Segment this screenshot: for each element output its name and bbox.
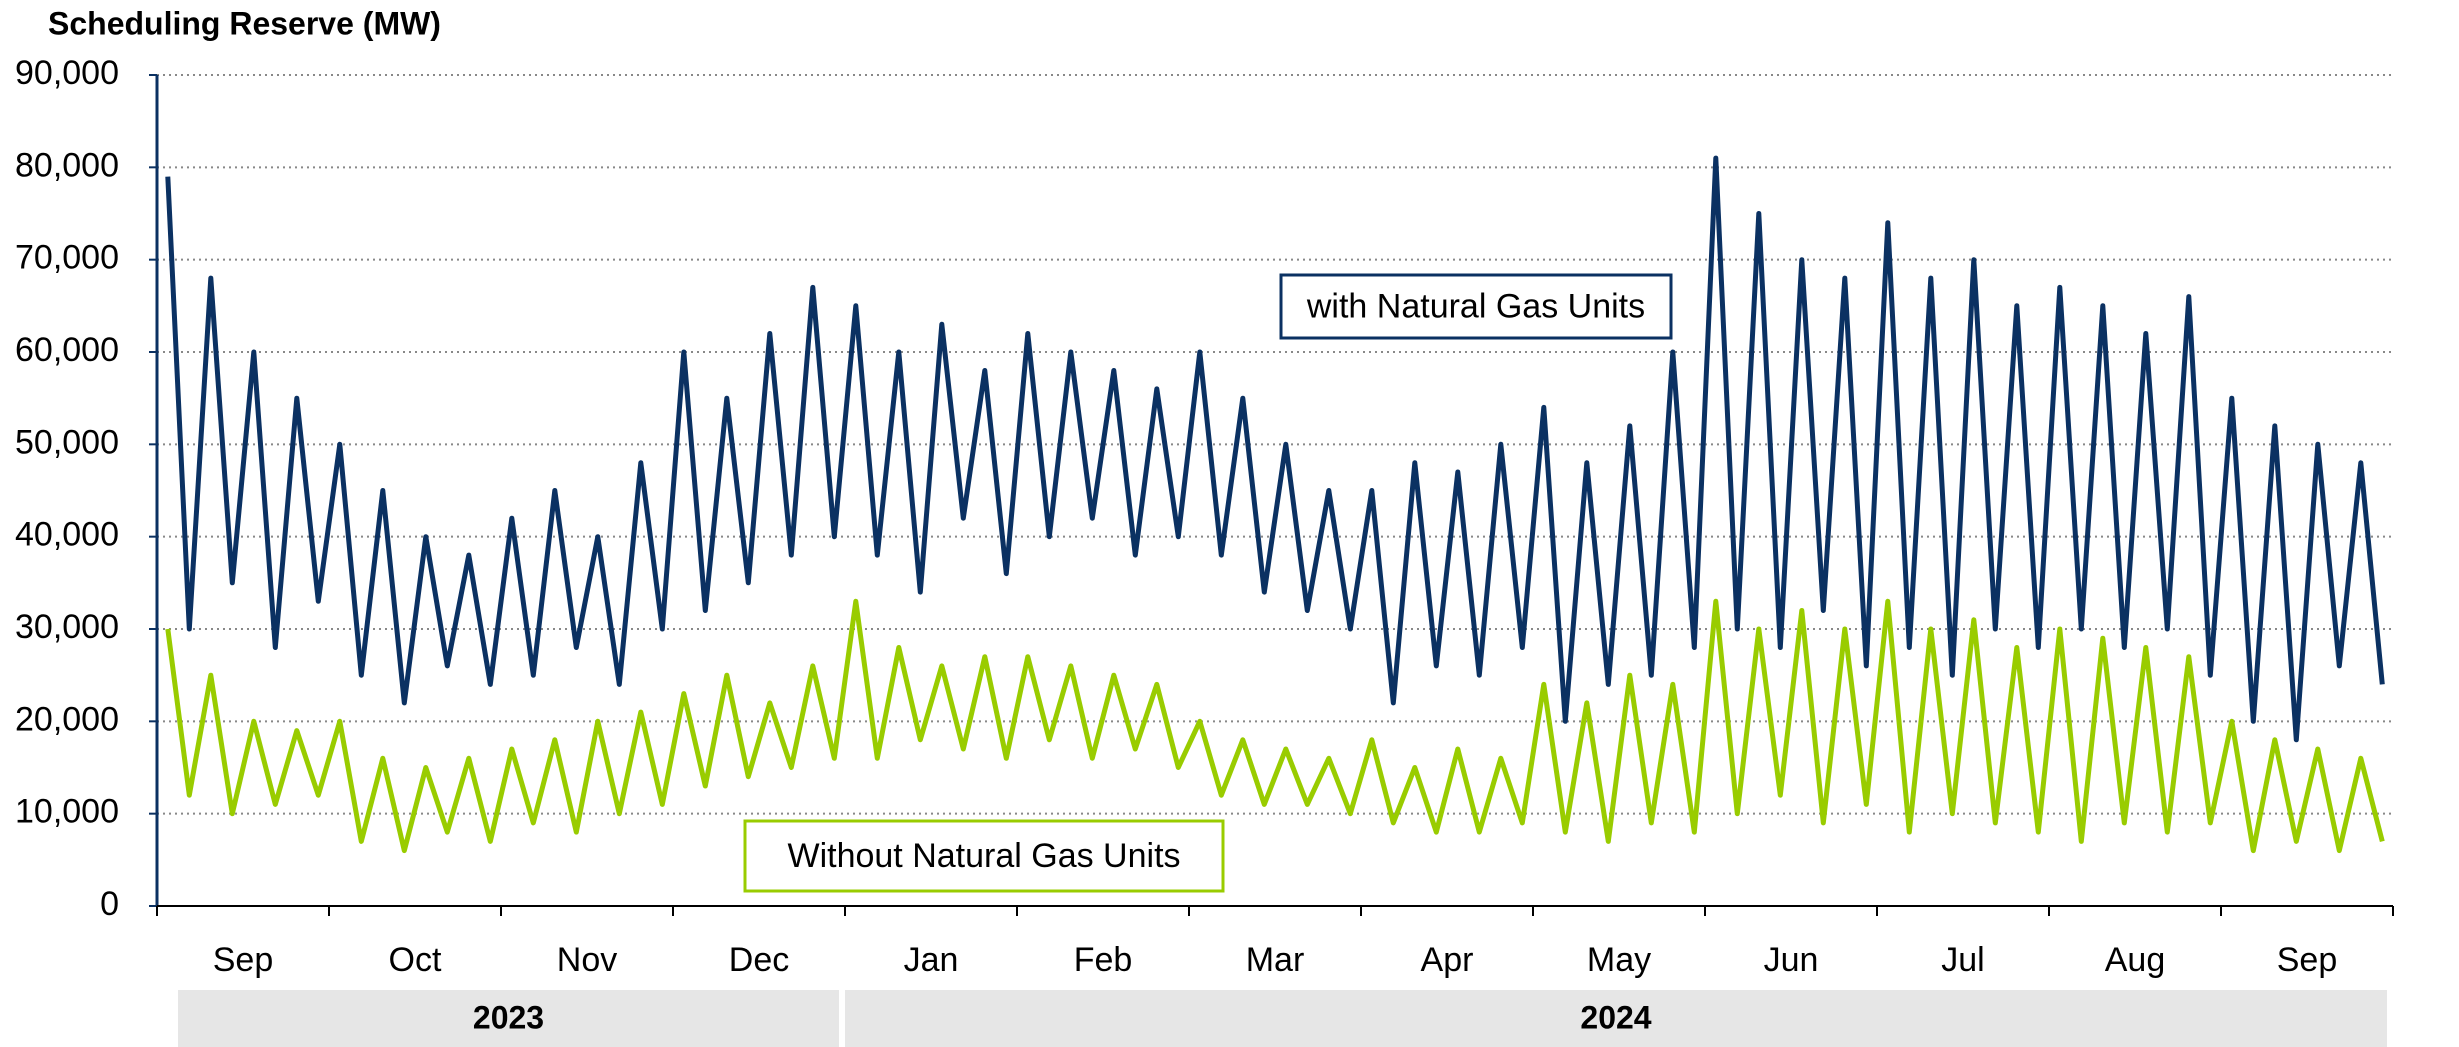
x-tick-label: May (1587, 941, 1651, 979)
year-band (845, 990, 2387, 1047)
x-tick-label: Feb (1074, 941, 1133, 979)
y-tick-label: 70,000 (15, 239, 119, 277)
y-tick-label: 10,000 (15, 793, 119, 831)
series-label-box (743, 819, 1225, 893)
y-tick-label: 90,000 (15, 54, 119, 92)
y-tick-label: 40,000 (15, 516, 119, 554)
y-tick-label: 0 (100, 885, 119, 923)
x-tick-label: Nov (557, 941, 617, 979)
series-label-box (1279, 273, 1673, 340)
x-tick-label: Mar (1246, 941, 1305, 979)
x-tick-label: Jan (904, 941, 959, 979)
x-tick-label: Apr (1421, 941, 1474, 979)
x-tick-label: Jul (1941, 941, 1984, 979)
series-line (165, 598, 2385, 854)
chart-title: Scheduling Reserve (MW) (48, 5, 441, 41)
series-label: Without Natural Gas Units (787, 837, 1180, 875)
year-label: 2023 (473, 999, 544, 1035)
y-tick-label: 50,000 (15, 423, 119, 461)
x-tick-label: Sep (2277, 941, 2338, 979)
y-tick-label: 60,000 (15, 331, 119, 369)
x-tick-label: Aug (2105, 941, 2166, 979)
y-tick-label: 80,000 (15, 146, 119, 184)
year-band (178, 990, 839, 1047)
x-tick-label: Jun (1764, 941, 1819, 979)
x-tick-label: Dec (729, 941, 789, 979)
series-label: with Natural Gas Units (1306, 287, 1645, 325)
x-tick-label: Sep (213, 941, 274, 979)
year-label: 2024 (1580, 999, 1651, 1035)
y-tick-label: 20,000 (15, 700, 119, 738)
y-tick-label: 30,000 (15, 608, 119, 646)
series-line (165, 155, 2385, 743)
x-tick-label: Oct (389, 941, 442, 979)
